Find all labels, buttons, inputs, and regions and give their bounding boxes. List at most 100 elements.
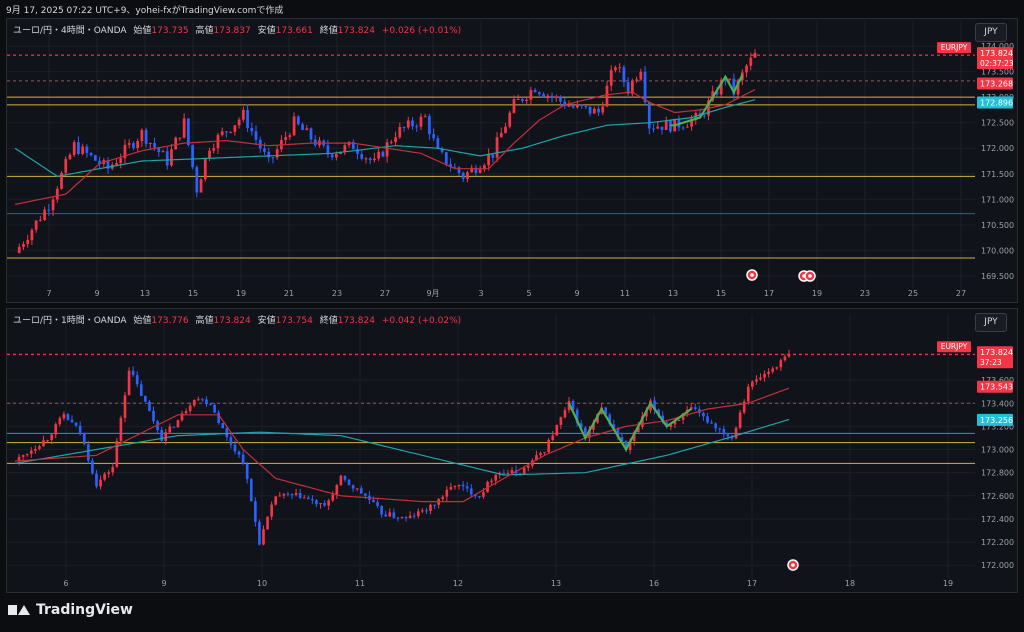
currency-button[interactable]: JPY (975, 313, 1007, 332)
candle-body (423, 116, 427, 118)
candle-body (139, 384, 143, 396)
candle-body (85, 146, 89, 153)
candle-body (510, 470, 514, 474)
candle-body (186, 118, 190, 145)
candle-body (58, 418, 62, 425)
candle-body (487, 154, 490, 166)
candle-body (474, 494, 477, 497)
candle-body (237, 451, 241, 455)
candle-body (396, 517, 400, 519)
candle-body (315, 500, 318, 505)
price-tag-bg (977, 47, 1013, 70)
candle-body (220, 131, 224, 135)
chart-panel-4h[interactable]: ユーロ/円・4時間・OANDA 始値173.735 高値173.837 安値17… (6, 18, 1018, 303)
candle-body (605, 85, 609, 107)
candle-body (529, 90, 533, 100)
candle-body (702, 115, 706, 117)
candle-body (620, 437, 624, 442)
candle-body (469, 488, 473, 495)
candle-body (246, 109, 249, 128)
candle-body (539, 453, 542, 456)
candle-body (115, 163, 118, 165)
candle-body (449, 164, 452, 167)
candle-body (749, 57, 753, 66)
candle-body (622, 67, 626, 83)
candle-body (343, 145, 347, 152)
level-tag: 172.896 (980, 98, 1013, 107)
candle-body (380, 505, 383, 515)
candle-body (201, 399, 204, 401)
candle-body (664, 120, 668, 130)
candle-body (635, 79, 638, 81)
candle-body (334, 153, 338, 158)
candle-body (398, 127, 402, 138)
candle-body (54, 424, 58, 435)
candle-body (74, 422, 78, 426)
candle-body (441, 496, 445, 500)
candle-body (136, 141, 140, 148)
y-tick-label: 173.000 (981, 446, 1014, 455)
candle-body (327, 500, 330, 506)
candle-body (616, 428, 620, 438)
candle-body (339, 475, 343, 486)
pattern-wave-green (568, 401, 692, 452)
x-tick-label: 11 (620, 289, 630, 298)
candle-body (284, 137, 288, 140)
y-tick-label: 172.800 (981, 469, 1014, 478)
candle-body (478, 169, 482, 173)
candle-body (526, 465, 530, 468)
candlestick-chart-4h[interactable]: 174.000173.500173.000172.500172.000171.5… (7, 19, 1017, 302)
candle-body (537, 92, 541, 95)
candle-body (99, 479, 102, 487)
candle-body (266, 516, 269, 530)
candle-body (170, 149, 173, 166)
candle-body (103, 473, 106, 480)
candle-body (184, 411, 188, 414)
y-tick-label: 172.600 (981, 492, 1014, 501)
candle-body (445, 489, 449, 497)
candle-body (249, 479, 253, 502)
candle-body (319, 502, 322, 505)
candle-body (400, 517, 404, 519)
candle-body (547, 439, 550, 453)
candlestick-chart-1h[interactable]: 173.600 173.400 173.200 173.000 172.800 172.6… (7, 309, 1017, 592)
y-tick-label: 172.000 (981, 561, 1014, 570)
candle-body (645, 410, 648, 417)
candle-body (522, 467, 526, 475)
economic-event-dot (791, 563, 795, 567)
legend-close-label: 終値 (319, 26, 338, 36)
candle-body (506, 473, 510, 475)
candle-body (563, 410, 567, 418)
candle-body (491, 154, 495, 158)
candle-body (192, 399, 196, 406)
currency-button[interactable]: JPY (975, 23, 1007, 42)
level-tag-bg (977, 380, 1013, 393)
candle-body (229, 131, 233, 133)
candle-body (624, 441, 628, 451)
candle-body (660, 126, 664, 130)
candle-body (196, 399, 200, 401)
candle-body (388, 512, 392, 517)
candle-body (647, 102, 651, 129)
symbol-legend: ユーロ/円・4時間・OANDA 始値173.735 高値173.837 安値17… (13, 23, 461, 36)
candle-body (626, 82, 630, 94)
candle-body (746, 386, 750, 402)
chart-panel-1h[interactable]: ユーロ/円・1時間・OANDA 始値173.776 高値173.824 安値17… (6, 308, 1018, 593)
candle-body (241, 454, 245, 464)
candle-body (87, 444, 90, 461)
candle-body (331, 494, 335, 501)
candle-body (715, 91, 719, 95)
candle-body (34, 220, 38, 230)
candle-body (91, 460, 94, 474)
x-tick-label: 13 (140, 289, 150, 298)
candle-body (377, 151, 381, 159)
candle-body (241, 109, 245, 120)
candle-body (168, 426, 172, 433)
candle-body (282, 493, 286, 496)
countdown: 37:23 (980, 358, 1002, 367)
candle-body (46, 440, 49, 442)
candle-body (233, 444, 237, 452)
candle-body (495, 137, 499, 158)
candle-body (81, 146, 85, 154)
y-tick-label: 173.500 (981, 68, 1014, 77)
